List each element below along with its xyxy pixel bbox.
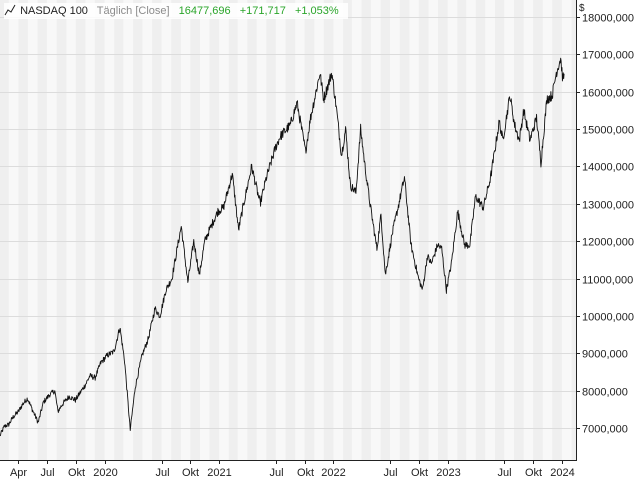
x-tick-label: 2022	[321, 467, 345, 479]
month-band	[56, 0, 67, 460]
y-axis-ticks: 7000,000 8000,000 9000,000 10000,000 11000,0…	[576, 13, 634, 436]
month-band	[75, 0, 86, 460]
y-tick-label: 10000,000	[582, 312, 634, 324]
month-band	[152, 0, 162, 460]
legend-last-value: 16477,696	[178, 5, 231, 17]
month-band	[494, 0, 505, 460]
month-band	[514, 0, 524, 460]
series-line	[0, 57, 565, 437]
month-band	[571, 0, 576, 460]
x-tick-label: 2023	[436, 467, 460, 479]
month-band	[247, 0, 257, 460]
month-band	[94, 0, 105, 460]
month-band	[285, 0, 296, 460]
month-band	[266, 0, 276, 460]
y-tick-label: 17000,000	[582, 50, 634, 62]
month-band	[552, 0, 562, 460]
x-tick-label: Jul	[269, 467, 283, 479]
x-tick-label: Jul	[155, 467, 169, 479]
line-chart-icon	[4, 4, 16, 16]
y-tick-label: 14000,000	[582, 162, 634, 174]
x-tick-label: Jul	[497, 467, 511, 479]
x-tick-label: Okt	[411, 467, 428, 479]
y-tick-label: 13000,000	[582, 200, 634, 212]
series-group	[0, 57, 565, 437]
x-tick-label: Jul	[383, 467, 397, 479]
y-tick-label: 15000,000	[582, 125, 634, 137]
y-tick-label: 8000,000	[582, 387, 628, 399]
x-tick-label: Okt	[68, 467, 85, 479]
y-tick-label: 16000,000	[582, 88, 634, 100]
month-band	[133, 0, 143, 460]
x-tick-label: Jul	[40, 467, 54, 479]
month-band	[190, 0, 201, 460]
chart-legend: NASDAQ 100 Täglich [Close] 16477,696 +17…	[4, 3, 348, 19]
month-band	[457, 0, 467, 460]
y-tick-label: 18000,000	[582, 13, 634, 25]
month-band	[380, 0, 391, 460]
month-band	[37, 0, 47, 460]
y-tick-label: 11000,000	[582, 275, 633, 287]
legend-change-pct: +1,053%	[294, 5, 339, 17]
month-band	[323, 0, 334, 460]
month-band	[475, 0, 486, 460]
x-tick-label: 2020	[93, 467, 117, 479]
month-band	[343, 0, 352, 460]
month-band	[18, 0, 28, 460]
month-band	[437, 0, 448, 460]
month-band	[361, 0, 371, 460]
x-tick-label: 2021	[207, 467, 231, 479]
month-band	[171, 0, 181, 460]
x-tick-label: Okt	[297, 467, 314, 479]
y-tick-label: 9000,000	[582, 349, 628, 361]
y-tick-label: 7000,000	[582, 424, 628, 436]
x-tick-label: Okt	[182, 467, 199, 479]
x-axis-ticks: Apr Jul Okt 2020 Jul Okt 2021 Jul Okt 2022 Jul Okt 2…	[10, 460, 575, 479]
currency-label: $	[579, 3, 585, 14]
legend-title: NASDAQ 100	[20, 5, 88, 17]
month-band	[304, 0, 315, 460]
x-tick-label: Okt	[525, 467, 542, 479]
month-band	[114, 0, 124, 460]
month-band	[418, 0, 429, 460]
month-band	[533, 0, 543, 460]
y-tick-label: 12000,000	[582, 237, 634, 249]
x-tick-label: Apr	[10, 467, 27, 479]
month-band	[0, 0, 9, 460]
month-band	[209, 0, 220, 460]
month-band	[399, 0, 410, 460]
month-bands	[0, 0, 576, 460]
x-tick-label: 2024	[550, 467, 574, 479]
month-band	[228, 0, 238, 460]
legend-mode: Täglich [Close]	[96, 5, 170, 17]
legend-change: +171,717	[239, 5, 286, 17]
